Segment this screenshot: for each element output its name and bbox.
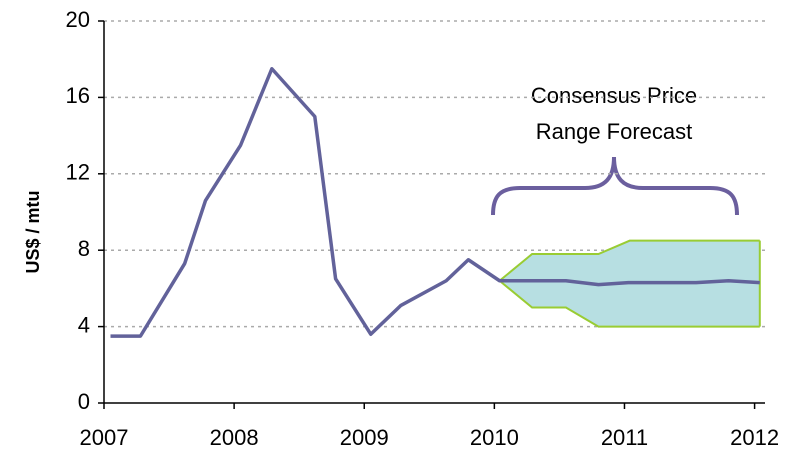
annotation: Consensus Price <box>531 83 697 108</box>
y-tick-label: 12 <box>66 160 90 185</box>
x-tick-label: 2011 <box>601 425 648 450</box>
y-axis-label: US$ / mtu <box>23 190 43 273</box>
y-tick-label: 20 <box>66 7 90 32</box>
y-tick-label: 4 <box>78 312 90 337</box>
brace <box>491 156 739 216</box>
x-tick-label: 2009 <box>340 425 389 450</box>
x-tick-label: 2012 <box>730 425 779 450</box>
annotation: Range Forecast <box>536 119 693 144</box>
x-tick-label: 2007 <box>80 425 129 450</box>
band-upper <box>498 239 760 282</box>
x-tick-label: 2010 <box>470 425 519 450</box>
y-tick-label: 16 <box>66 83 90 108</box>
band-lower <box>498 279 760 328</box>
y-tick-label: 8 <box>78 236 90 261</box>
x-tick-label: 2008 <box>210 425 259 450</box>
price-line <box>110 67 760 338</box>
y-tick-label: 0 <box>78 389 90 414</box>
